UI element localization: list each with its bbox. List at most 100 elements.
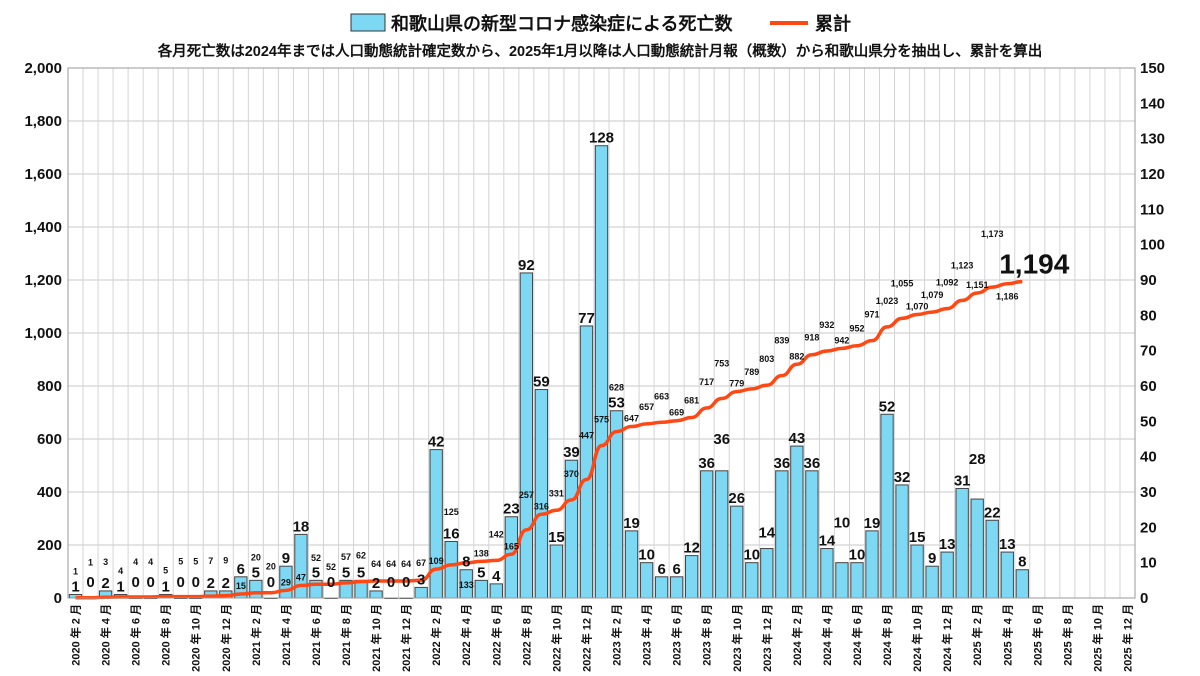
x-tick-label: 2021 年 6 月	[309, 604, 323, 666]
bar-value-label: 2	[222, 575, 230, 592]
bar-value-label: 13	[999, 536, 1016, 553]
bar-monthly-deaths	[1000, 551, 1014, 599]
bar-monthly-deaths	[700, 470, 714, 599]
cumulative-value-label: 952	[849, 324, 864, 334]
y-right-tick-label: 140	[1140, 95, 1165, 112]
bar-value-label: 9	[282, 550, 290, 567]
cumulative-value-label: 1,070	[906, 301, 929, 311]
bar-monthly-deaths	[850, 562, 864, 599]
bar-value-label: 19	[864, 515, 881, 532]
bar-value-label: 13	[939, 536, 956, 553]
bar-value-label: 32	[894, 469, 911, 486]
cumulative-value-label: 1,055	[891, 278, 914, 288]
x-tick-label: 2024 年 10 月	[910, 604, 924, 672]
bar-value-label: 4	[492, 568, 501, 585]
bar-monthly-deaths	[715, 470, 729, 599]
bar-value-label: 9	[928, 550, 936, 567]
bar-monthly-deaths	[474, 579, 488, 599]
y-left-tick-label: 600	[37, 431, 62, 448]
bar-value-label: 28	[969, 451, 986, 468]
y-right-tick-label: 120	[1140, 166, 1165, 183]
y-right-tick-label: 0	[1140, 590, 1148, 607]
cumulative-value-label: 4	[118, 566, 123, 576]
bar-value-label: 128	[589, 130, 614, 147]
cumulative-value-label: 316	[534, 501, 549, 511]
cumulative-value-label: 5	[163, 566, 168, 576]
bar-monthly-deaths	[579, 325, 594, 599]
bar-value-label: 36	[773, 455, 790, 472]
cumulative-value-label: 138	[474, 548, 489, 558]
bar-value-label: 8	[1018, 554, 1026, 571]
cumulative-value-label: 64	[386, 559, 396, 569]
cumulative-value-label: 125	[444, 507, 459, 517]
bar-value-label: 1	[116, 578, 124, 595]
cumulative-value-label: 370	[564, 469, 579, 479]
legend: 和歌山県の新型コロナ感染症による死亡数 累計	[350, 13, 851, 34]
bar-monthly-deaths	[249, 579, 263, 599]
bar-value-label: 18	[293, 518, 310, 535]
y-right-tick-label: 80	[1140, 307, 1157, 324]
bar-value-label: 8	[462, 554, 470, 571]
bar-value-label: 0	[177, 574, 185, 591]
bar-monthly-deaths	[955, 487, 969, 599]
x-tick-label: 2021 年 10 月	[369, 604, 383, 672]
x-tick-label: 2020 年 8 月	[159, 604, 173, 666]
bar-monthly-deaths	[775, 470, 789, 599]
plot-frame	[67, 67, 1136, 599]
x-tick-label: 2021 年 2 月	[249, 604, 263, 666]
cumulative-value-label: 779	[729, 379, 744, 389]
bar-monthly-deaths	[639, 562, 654, 599]
bar-monthly-deaths	[895, 484, 909, 599]
bar-value-label: 14	[758, 525, 775, 542]
bar-monthly-deaths	[534, 389, 549, 599]
cumulative-value-label: 971	[864, 310, 879, 320]
y-right-tick-label: 40	[1140, 449, 1157, 466]
bars	[68, 145, 1029, 599]
bar-value-label: 0	[327, 574, 335, 591]
bar-value-label: 0	[146, 574, 154, 591]
bar-value-label: 52	[879, 398, 896, 415]
cumulative-value-label: 52	[311, 553, 321, 563]
cumulative-value-label: 331	[549, 488, 564, 498]
y-right-tick-label: 60	[1140, 378, 1157, 395]
cumulative-value-label: 5	[178, 557, 183, 567]
bar-value-label: 0	[387, 574, 395, 591]
bar-value-label: 2	[372, 575, 380, 592]
y-left-tick-label: 400	[37, 484, 62, 501]
bar-monthly-deaths	[429, 449, 443, 599]
x-tick-label: 2021 年 12 月	[399, 604, 413, 672]
x-tick-label: 2025 年 12 月	[1120, 604, 1134, 672]
x-tick-label: 2025 年 6 月	[1030, 604, 1044, 666]
bar-monthly-deaths	[790, 445, 804, 599]
bar-value-label: 5	[357, 564, 365, 581]
cumulative-value-label: 803	[759, 354, 774, 364]
cumulative-value-label: 681	[684, 396, 699, 406]
cumulative-value-label: 1,079	[921, 290, 944, 300]
bar-value-label: 5	[342, 564, 350, 581]
bar-monthly-deaths	[865, 530, 879, 599]
y-left-tick-label: 2,000	[24, 60, 62, 77]
x-tick-label: 2024 年 12 月	[940, 604, 954, 672]
cumulative-value-label: 57	[341, 552, 351, 562]
bar-monthly-deaths	[489, 583, 503, 599]
cumulative-value-label: 15	[236, 581, 246, 591]
y-right-tick-label: 90	[1140, 272, 1157, 289]
bar-value-label: 2	[101, 575, 109, 592]
y-right-tick-label: 10	[1140, 555, 1157, 572]
cumulative-value-label: 4	[133, 557, 138, 567]
cumulative-value-label: 1,151	[966, 280, 989, 290]
cumulative-value-label: 133	[459, 580, 474, 590]
legend-bar-label: 和歌山県の新型コロナ感染症による死亡数	[391, 13, 733, 34]
x-tick-label: 2023 年 2 月	[610, 604, 624, 666]
cumulative-value-label: 717	[699, 377, 714, 387]
cumulative-value-label: 753	[714, 358, 729, 368]
bar-monthly-deaths	[594, 145, 609, 599]
bar-value-label: 43	[789, 430, 806, 447]
y-left-tick-label: 1,200	[24, 272, 62, 289]
bar-monthly-deaths	[760, 548, 774, 599]
bar-value-label: 0	[402, 574, 410, 591]
cumulative-value-label: 29	[281, 577, 291, 587]
cumulative-value-label: 932	[819, 320, 834, 330]
